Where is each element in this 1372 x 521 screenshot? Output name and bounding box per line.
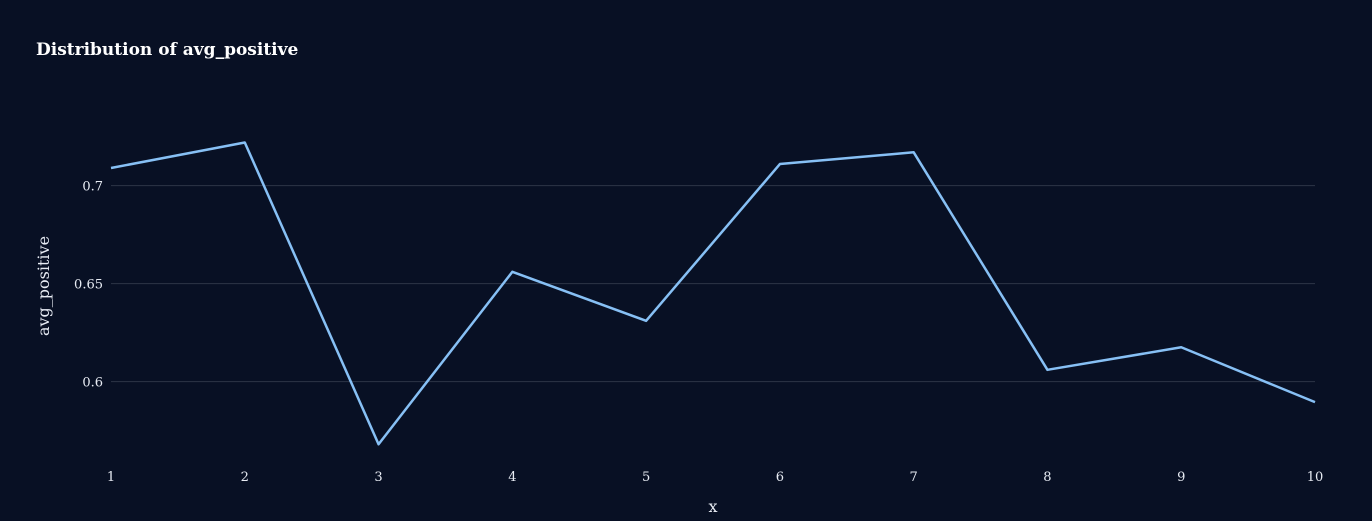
y-axis-title: avg_positive [34, 236, 53, 336]
series-line [110, 141, 1316, 446]
y-tick-label: 0.7 [82, 180, 103, 195]
y-tick-label: 0.6 [82, 376, 103, 391]
x-tick-label: 9 [1177, 470, 1185, 485]
y-axis-ticks: 0.6 0.65 0.7 [74, 180, 103, 391]
x-tick-label: 8 [1043, 470, 1051, 485]
chart-title: Distribution of avg_positive [36, 40, 299, 60]
y-tick-label: 0.65 [74, 278, 103, 293]
x-tick-label: 1 [107, 470, 115, 485]
x-tick-label: 6 [776, 470, 784, 485]
x-tick-label: 5 [642, 470, 650, 485]
x-axis-title: x [708, 497, 717, 516]
grid-lines [111, 185, 1315, 383]
x-tick-label: 4 [508, 470, 516, 485]
x-axis-ticks: 1 2 3 4 5 6 7 8 9 10 [107, 470, 1323, 485]
x-tick-label: 7 [910, 470, 918, 485]
x-tick-label: 3 [374, 470, 382, 485]
x-tick-label: 10 [1307, 470, 1324, 485]
x-tick-label: 2 [241, 470, 249, 485]
series-lines [110, 141, 1316, 446]
